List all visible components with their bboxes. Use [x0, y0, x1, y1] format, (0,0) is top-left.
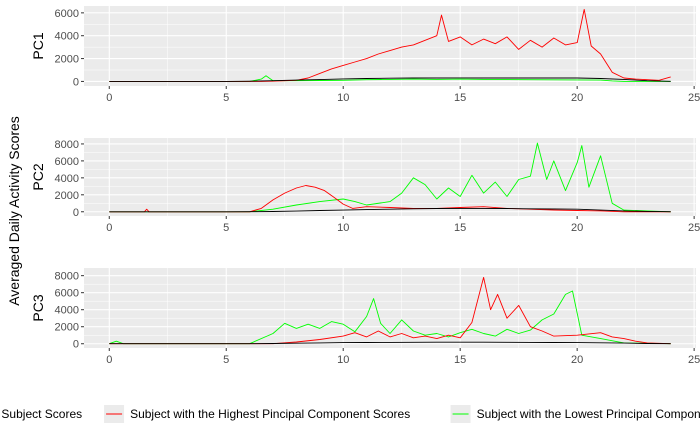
x-tick-label: 10: [337, 222, 349, 234]
panel-background: [84, 268, 696, 348]
x-tick-label: 25: [688, 92, 700, 104]
x-tick-label: 0: [106, 222, 112, 234]
x-tick-label: 15: [454, 354, 466, 366]
highest-series-line: [109, 185, 671, 213]
x-tick-label: 25: [688, 354, 700, 366]
panel-background: [84, 138, 696, 216]
legend-item: Subject with the Lowest Principal Compon…: [450, 405, 700, 423]
y-tick-label: 0: [73, 76, 79, 88]
y-tick-label: 6000: [55, 156, 79, 168]
y-tick-label: 8000: [55, 271, 79, 283]
legend-item: Subject with the Highest Pincipal Compon…: [104, 405, 410, 423]
panel-pc2: 0 2000 4000 6000 8000 0 5 10 15 20 25 PC2: [30, 138, 700, 234]
y-axis-title: Averaged Daily Activity Scores: [6, 116, 22, 306]
averaged-series-line: [109, 341, 671, 345]
highest-series-line: [109, 276, 671, 345]
legend-label: Subject with the Highest Pincipal Compon…: [130, 407, 410, 421]
lowest-series-line: [109, 142, 671, 213]
y-tick-label: 2000: [55, 190, 79, 202]
lowest-series-line: [109, 75, 671, 82]
y-tick-label: 0: [73, 207, 79, 219]
y-tick-label: 6000: [55, 288, 79, 300]
averaged-series-line: [109, 207, 671, 213]
legend-item: Averaged Subject Scores: [0, 407, 82, 421]
panel-ylabel: PC3: [30, 294, 46, 321]
x-tick-label: 5: [223, 92, 229, 104]
legend-label: Subject with the Lowest Principal Compon…: [477, 407, 700, 421]
y-tick-label: 6000: [55, 8, 79, 20]
x-tick-label: 0: [106, 92, 112, 104]
y-tick-label: 8000: [55, 139, 79, 151]
panel-pc1: 0 2000 4000 6000 0 5 10 15 20 25 PC1: [30, 6, 700, 104]
averaged-series-line: [109, 77, 671, 82]
highest-series-line: [109, 8, 671, 82]
y-tick-label: 4000: [55, 173, 79, 185]
panel-background: [84, 6, 696, 86]
panel-pc3: 0 2000 4000 6000 8000 0 5 10 15 20 25 PC3: [30, 268, 700, 366]
y-tick-label: 4000: [55, 31, 79, 43]
y-tick-label: 0: [73, 339, 79, 351]
x-tick-label: 20: [571, 222, 583, 234]
x-tick-label: 15: [454, 222, 466, 234]
x-tick-label: 10: [337, 92, 349, 104]
x-tick-label: 10: [337, 354, 349, 366]
y-tick-label: 2000: [55, 322, 79, 334]
panel-ylabel: PC1: [30, 32, 46, 59]
legend-label: Averaged Subject Scores: [0, 407, 82, 421]
x-tick-label: 5: [223, 222, 229, 234]
x-tick-label: 20: [571, 92, 583, 104]
x-tick-label: 20: [571, 354, 583, 366]
x-tick-label: 25: [688, 222, 700, 234]
x-tick-label: 15: [454, 92, 466, 104]
x-tick-label: 0: [106, 354, 112, 366]
lowest-series-line: [109, 290, 671, 345]
x-tick-label: 5: [223, 354, 229, 366]
y-tick-label: 2000: [55, 54, 79, 66]
panel-ylabel: PC2: [30, 163, 46, 190]
legend: Averaged Subject Scores Subject with the …: [0, 405, 700, 423]
y-tick-label: 4000: [55, 305, 79, 317]
